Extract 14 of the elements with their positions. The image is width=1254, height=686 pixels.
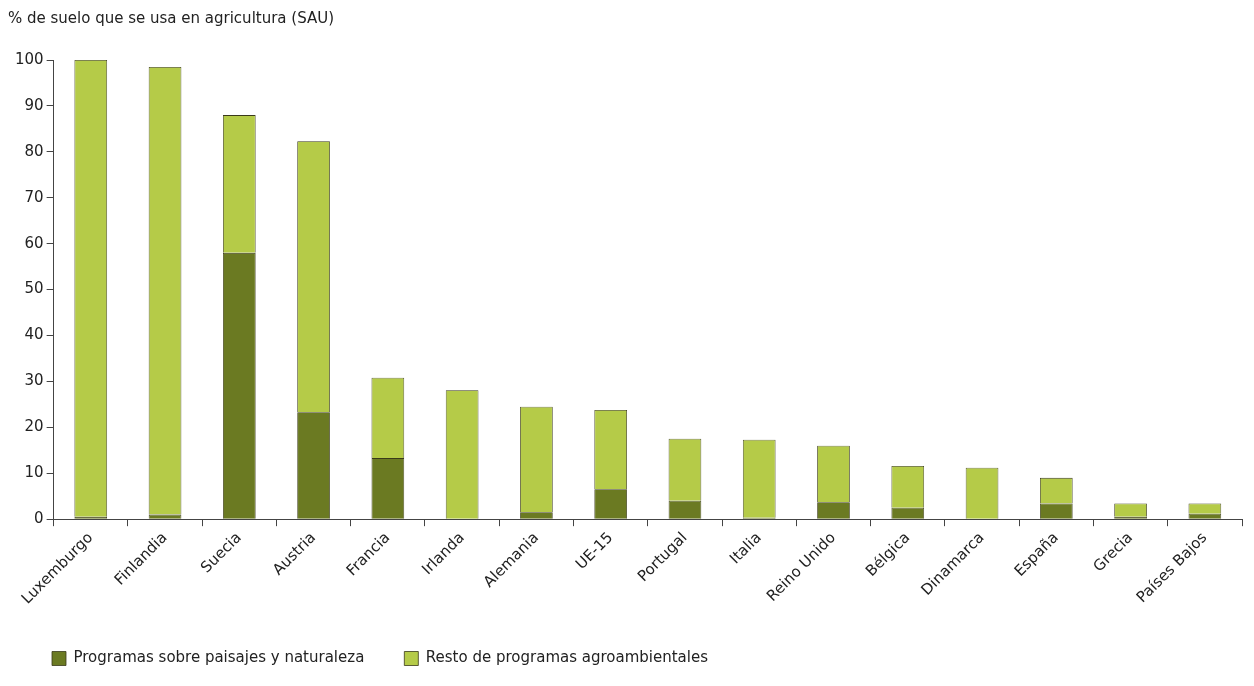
y-tick-label: 50 bbox=[24, 279, 44, 298]
y-tick-label: 60 bbox=[24, 233, 44, 252]
y-tick-label: 100 bbox=[14, 49, 44, 68]
y-tick-label: 90 bbox=[24, 95, 44, 114]
y-tick-label: 70 bbox=[24, 187, 44, 206]
y-axis-title: % de suelo que se usa en agricultura (SAU) bbox=[8, 8, 336, 29]
y-tick-label: 10 bbox=[24, 463, 44, 482]
y-tick-label: 20 bbox=[24, 417, 44, 436]
y-tick-label: 40 bbox=[24, 325, 44, 344]
y-tick-label: 30 bbox=[24, 371, 44, 390]
y-tick-label: 0 bbox=[34, 509, 44, 528]
legend-label: Programas sobre paisajes y naturaleza bbox=[73, 648, 365, 667]
legend-label: Resto de programas agroambientales bbox=[425, 648, 709, 667]
y-tick-label: 80 bbox=[24, 141, 44, 160]
